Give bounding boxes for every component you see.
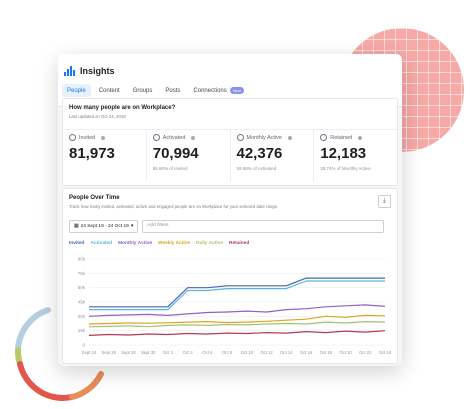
tab-label: Posts [165,87,181,94]
insights-window: Insights People Content Groups Posts Con… [58,54,402,366]
tab-bar: People Content Groups Posts Connections N… [58,80,402,97]
x-tick-label: Sept 26 [102,350,117,355]
tab-label: Groups [132,87,153,94]
date-range-picker[interactable]: ▦ 24 Sept 19 - 24 Oct 19 ▾ [69,220,139,233]
info-icon[interactable] [101,135,106,140]
tab-label: People [67,87,86,94]
summary-panel: How many people are on Workplace? Last u… [62,98,398,186]
y-tick-label: 60k [78,285,86,290]
chart-title: People Over Time [69,195,120,201]
series-line-weekly-active [88,314,386,325]
tab-label: Content [98,87,120,94]
metric-value: 42,376 [236,145,283,162]
user-icon [69,134,76,141]
info-icon[interactable] [191,135,196,140]
x-tick-label: Sept 30 [141,350,156,355]
metric-sub: 86.60% of Invited [152,166,188,171]
series-line-monthly-active [88,304,386,317]
legend-item-activated[interactable]: Activated [90,241,113,246]
legend-item-daily-active[interactable]: Daily Active [196,241,224,246]
metric-activated: Activated 70,994 86.60% of Invited [147,130,231,182]
people-over-time-chart: 0 15k 30k 45k 60k 75k 90k Sept 24 Sept 26 Sept 28… [78,257,392,356]
metric-label: Monthly Active [246,134,282,141]
x-tick-label: Oct 10 [241,350,254,355]
x-tick-label: Oct 8 [222,350,233,355]
x-tick-label: Oct 6 [202,350,213,355]
y-tick-label: 15k [78,328,86,333]
x-tick-label: Sept 24 [82,350,97,355]
x-tick-label: Sept 28 [121,350,136,355]
y-tick-label: 90k [78,257,86,262]
date-range-label: 24 Sept 19 - 24 Oct 19 [80,224,129,229]
metric-label: Retained [330,134,353,141]
metrics-row: Invited 81,973 Activated 70,994 86.60% o… [63,129,397,182]
metric-sub: 59.68% of Activated [236,166,277,171]
metric-label: Activated [162,134,186,141]
info-icon[interactable] [287,135,292,140]
metric-retained: Retained 12,183 28.74% of Monthly Active [314,130,397,182]
tab-groups[interactable]: Groups [128,84,158,97]
legend-item-monthly-active[interactable]: Monthly Active [118,241,152,246]
chart-legend: Invited Activated Monthly Active Weekly Act… [69,241,249,246]
y-tick-label: 75k [78,271,86,276]
series-line-invited [89,277,385,308]
series-line-activated [89,280,385,311]
info-icon[interactable] [358,135,363,140]
decorative-arc [15,307,104,401]
metric-sub: 28.74% of Monthly Active [320,166,371,171]
tab-label: Connections [193,87,227,94]
x-tick-label: Oct 18 [320,350,333,355]
metric-value: 81,973 [69,145,115,162]
download-icon[interactable]: ⤓ [378,195,391,208]
retained-icon [320,134,328,141]
x-tick-label: Oct 2 [163,350,174,355]
chart-subtitle: Track how many invited, activated, activ… [69,204,279,209]
series-line-daily-active [88,321,386,328]
people-icon [236,134,244,141]
x-tick-label: Oct 4 [183,350,194,355]
legend-item-weekly-active[interactable]: Weekly Active [158,241,190,246]
y-tick-label: 0 [82,343,85,348]
filter-bar: ▦ 24 Sept 19 - 24 Oct 19 ▾ Add filters [69,220,385,233]
x-tick-label: Oct 14 [280,350,293,355]
new-badge: New [229,87,244,94]
people-over-time-panel: People Over Time Track how many invited,… [62,188,398,364]
series-line-retained [88,330,386,336]
page-title: Insights [80,66,115,76]
metric-label: Invited [79,134,96,141]
y-tick-label: 30k [78,314,86,319]
x-tick-label: Oct 24 [379,350,392,355]
metric-value: 70,994 [152,145,199,162]
tab-content[interactable]: Content [94,84,125,97]
metric-invited: Invited 81,973 [63,130,147,182]
x-tick-label: Oct 16 [300,350,313,355]
chevron-down-icon: ▾ [130,224,134,229]
legend-item-invited[interactable]: Invited [69,241,85,246]
y-tick-label: 45k [78,300,86,305]
last-updated: Last updated on Oct 24, 2019 [69,114,126,119]
x-tick-label: Oct 22 [359,350,372,355]
summary-question: How many people are on Workplace? [69,105,176,111]
chat-check-icon [152,134,160,141]
x-tick-label: Oct 20 [339,350,352,355]
calendar-icon: ▦ [74,224,79,229]
metric-monthly-active: Monthly Active 42,376 59.68% of Activate… [231,130,315,182]
tab-people[interactable]: People [62,84,91,97]
tab-connections[interactable]: Connections New [188,84,248,97]
tab-posts[interactable]: Posts [160,84,185,97]
x-tick-label: Oct 12 [260,350,273,355]
bar-chart-icon [64,66,76,76]
legend-item-retained[interactable]: Retained [229,241,250,246]
metric-value: 12,183 [320,145,367,162]
add-filters-input[interactable]: Add filters [142,220,385,233]
